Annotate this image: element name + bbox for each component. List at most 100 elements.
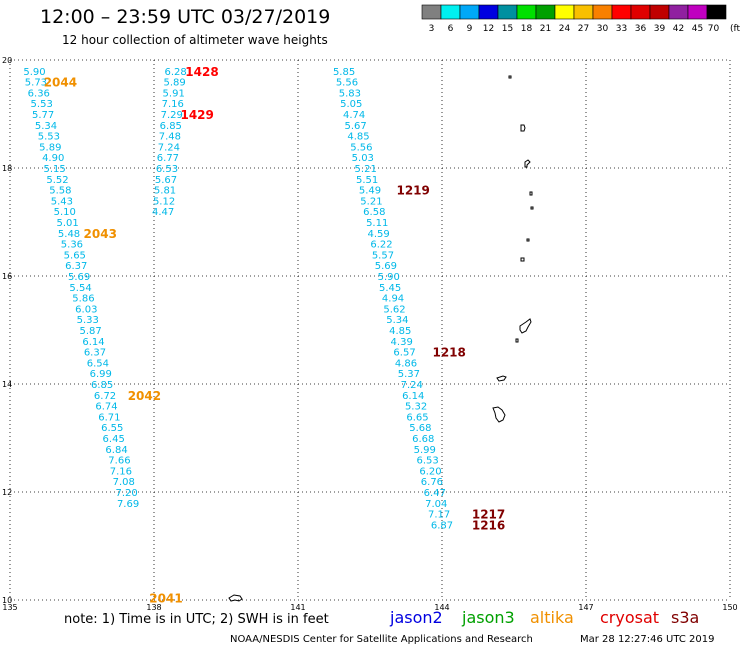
wave-height-value: 6.74 [95, 402, 117, 413]
pass-time-label: 1219 [396, 184, 429, 198]
lon-tick-label: 144 [434, 603, 449, 612]
wave-height-value: 6.14 [402, 391, 424, 402]
wave-height-value: 5.21 [360, 196, 382, 207]
legend-label: 12 [483, 24, 494, 34]
wave-height-value: 5.10 [54, 207, 76, 218]
wave-height-value: 5.34 [35, 121, 57, 132]
wave-height-value: 6.76 [421, 477, 443, 488]
wave-height-value: 5.34 [386, 315, 408, 326]
legend-label: 36 [635, 24, 647, 34]
pass-time-label: 1217 [472, 508, 505, 522]
wave-height-value: 4.47 [152, 207, 174, 218]
wave-height-value: 5.51 [356, 175, 378, 186]
wave-height-value: 5.83 [339, 88, 361, 99]
lon-tick-label: 150 [722, 603, 737, 612]
credit-line: NOAA/NESDIS Center for Satellite Applica… [230, 634, 533, 645]
pass-time-label: 1216 [472, 518, 505, 532]
wave-height-value: 4.39 [391, 337, 413, 348]
wave-height-value: 6.53 [156, 164, 178, 175]
wave-height-value: 6.68 [412, 434, 434, 445]
lat-tick-label: 16 [2, 272, 12, 281]
wave-height-value: 6.22 [370, 240, 392, 251]
wave-height-value: 6.47 [424, 488, 446, 499]
wave-height-value: 6.55 [101, 423, 123, 434]
island-outline [519, 318, 532, 334]
pass-time-label: 2042 [128, 389, 161, 403]
wave-height-value: 5.73 [25, 78, 47, 89]
wave-height-value: 5.56 [336, 78, 358, 89]
wave-height-value: 5.12 [153, 196, 175, 207]
footer-note: note: 1) Time is in UTC; 2) SWH is in fe… [64, 612, 329, 627]
wave-height-value: 5.01 [56, 218, 78, 229]
wave-height-value: 5.54 [69, 283, 91, 294]
wave-height-value: 7.29 [161, 110, 183, 121]
wave-height-value: 6.37 [84, 348, 106, 359]
legend-label: 21 [540, 24, 551, 34]
wave-height-value: 6.36 [28, 88, 50, 99]
wave-height-value: 5.21 [355, 164, 377, 175]
legend-label: 33 [616, 24, 627, 34]
wave-height-value: 6.84 [105, 445, 127, 456]
wave-height-value: 6.54 [87, 358, 109, 369]
satellite-jason3: jason3 [462, 608, 515, 627]
island-outline [515, 338, 519, 343]
island-outline [492, 406, 506, 423]
lon-tick-label: 147 [578, 603, 593, 612]
island-outline [524, 159, 531, 168]
island-outline [520, 257, 525, 262]
wave-height-value: 5.67 [155, 175, 177, 186]
pass-time-label: 1218 [432, 346, 465, 360]
wave-height-value: 5.89 [39, 142, 61, 153]
wave-height-value: 6.85 [91, 380, 113, 391]
wave-height-value: 6.85 [160, 121, 182, 132]
pass-time-label: 2043 [84, 227, 117, 241]
wave-height-value: 5.33 [77, 315, 99, 326]
wave-height-value: 7.08 [113, 477, 135, 488]
legend-swatch [706, 4, 727, 20]
wave-height-value: 5.90 [23, 67, 45, 78]
wave-height-value: 7.16 [162, 99, 184, 110]
wave-height-value: 7.20 [116, 488, 138, 499]
pass-time-label: 1429 [180, 108, 213, 122]
wave-height-value: 7.48 [159, 132, 181, 143]
wave-height-value: 7.24 [158, 142, 180, 153]
wave-height-value: 6.53 [416, 456, 438, 467]
legend-label: 9 [467, 24, 473, 34]
lon-tick-label: 138 [146, 603, 161, 612]
legend-unit: (ft) [730, 24, 740, 34]
legend-label: 15 [502, 24, 513, 34]
wave-height-value: 4.85 [347, 132, 369, 143]
wave-height-value: 6.28 [164, 67, 186, 78]
island-outline [228, 594, 243, 602]
wave-height-value: 4.94 [382, 294, 404, 305]
wave-height-value: 7.17 [428, 510, 450, 521]
legend-label: 6 [448, 24, 454, 34]
wave-height-value: 4.74 [343, 110, 365, 121]
wave-height-value: 5.62 [383, 304, 405, 315]
island-outline [496, 375, 507, 382]
island-outline [508, 75, 512, 79]
wave-height-value: 5.15 [44, 164, 66, 175]
wave-height-value: 5.67 [344, 121, 366, 132]
satellite-altika: altika [530, 608, 574, 627]
wave-height-value: 5.58 [49, 186, 71, 197]
wave-height-value: 4.90 [42, 153, 64, 164]
wave-height-value: 6.37 [65, 261, 87, 272]
wave-height-value: 5.56 [350, 142, 372, 153]
wave-height-value: 7.16 [110, 466, 132, 477]
satellite-s3a: s3a [671, 608, 700, 627]
wave-height-value: 5.85 [333, 67, 355, 78]
wave-height-value: 6.57 [393, 348, 415, 359]
lat-tick-label: 10 [2, 596, 12, 605]
legend-label: 30 [597, 24, 609, 34]
wave-height-value: 5.99 [414, 445, 436, 456]
wave-height-value: 5.03 [352, 153, 374, 164]
wave-height-value: 4.85 [389, 326, 411, 337]
chart-title: 12:00 – 23:59 UTC 03/27/2019 [40, 6, 331, 28]
wave-height-value: 5.48 [58, 229, 80, 240]
wave-height-value: 5.91 [163, 88, 185, 99]
wave-height-value: 5.77 [32, 110, 54, 121]
legend-label: 3 [429, 24, 435, 34]
wave-height-value: 6.14 [82, 337, 104, 348]
wave-height-value: 7.04 [425, 499, 447, 510]
